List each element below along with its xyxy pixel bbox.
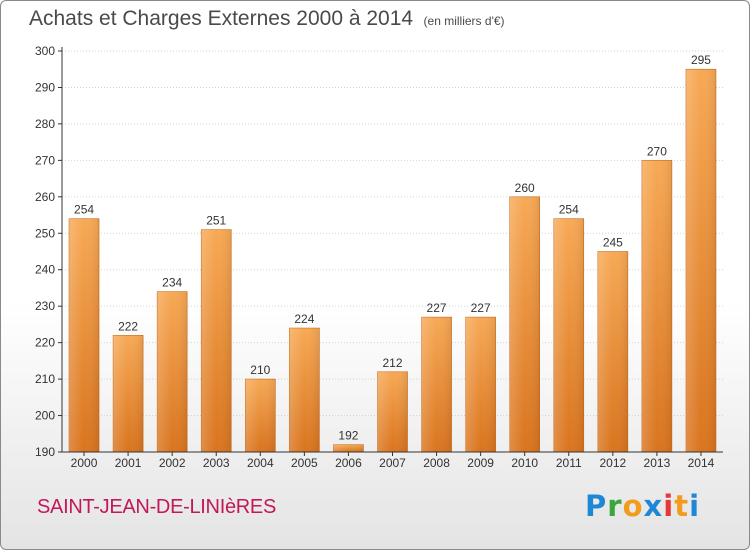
bar-value-label: 212 xyxy=(382,356,402,370)
y-tick-label: 300 xyxy=(35,44,55,58)
x-tick-label: 2013 xyxy=(644,456,671,470)
bar-shade xyxy=(113,335,144,452)
x-tick-label: 2006 xyxy=(335,456,362,470)
y-tick-label: 290 xyxy=(35,80,55,94)
bar-shade xyxy=(509,196,540,452)
logo-letter: o xyxy=(622,489,644,523)
bar-value-label: 227 xyxy=(471,301,491,315)
x-tick-label: 2005 xyxy=(291,456,318,470)
x-tick-label: 2011 xyxy=(556,456,582,470)
bar-shade xyxy=(157,291,188,452)
x-tick-label: 2008 xyxy=(423,456,450,470)
x-tick-label: 2010 xyxy=(511,456,538,470)
bar-shade xyxy=(333,444,364,452)
bar-shade xyxy=(245,379,276,452)
x-tick-label: 2001 xyxy=(115,456,142,470)
bar-shade xyxy=(69,218,100,452)
y-tick-label: 260 xyxy=(35,190,55,204)
bar-value-label: 224 xyxy=(294,312,314,326)
bar-value-label: 260 xyxy=(515,181,535,195)
bar-shade xyxy=(421,317,452,452)
x-tick-label: 2004 xyxy=(247,456,274,470)
logo-letter: x xyxy=(643,489,664,523)
y-tick-label: 210 xyxy=(35,372,55,386)
y-tick-label: 220 xyxy=(35,336,55,350)
bar-layer: 254 222 234 251 210 224 192 212 227 227 260 254 245 2… xyxy=(68,53,717,453)
x-tick-label: 2002 xyxy=(159,456,186,470)
bar-shade xyxy=(597,251,628,452)
chart-title-block: Achats et Charges Externes 2000 à 2014 (… xyxy=(29,7,505,31)
logo-letter: i xyxy=(663,489,675,523)
bar-value-label: 192 xyxy=(338,429,358,443)
x-tick-label: 2012 xyxy=(599,456,626,470)
x-tick-label: 2009 xyxy=(467,456,494,470)
y-tick-label: 200 xyxy=(35,409,55,423)
axis-layer: 190 200 210 220 230 240 250 260 270 280 290 300 2000… xyxy=(35,44,723,470)
proxiti-logo: Proxiti xyxy=(585,489,700,523)
y-tick-label: 240 xyxy=(35,263,55,277)
bar-value-label: 210 xyxy=(250,363,270,377)
commune-name: SAINT-JEAN-DE-LINIèRES xyxy=(37,496,277,518)
y-tick-label: 230 xyxy=(35,299,55,313)
logo-letter: P xyxy=(585,489,608,523)
bar-value-label: 270 xyxy=(647,144,667,158)
logo-letter: t xyxy=(674,489,690,523)
bar-value-label: 234 xyxy=(162,276,182,290)
bar-value-label: 245 xyxy=(603,236,623,250)
bar-shade xyxy=(377,371,408,452)
bar-value-label: 227 xyxy=(427,301,447,315)
y-tick-label: 250 xyxy=(35,226,55,240)
bar-value-label: 254 xyxy=(559,203,579,217)
bar-value-label: 254 xyxy=(74,203,94,217)
y-tick-label: 190 xyxy=(35,445,55,459)
bar-shade xyxy=(641,160,672,452)
x-tick-label: 2000 xyxy=(71,456,98,470)
bar-value-label: 222 xyxy=(118,319,138,333)
bar-shade xyxy=(465,317,496,452)
bar-shade xyxy=(553,218,584,452)
bar-shade xyxy=(201,229,232,452)
chart-subtitle: (en milliers d'€) xyxy=(423,14,505,28)
bar-value-label: 251 xyxy=(206,214,226,228)
x-tick-label: 2007 xyxy=(379,456,406,470)
bar-shade xyxy=(289,328,320,452)
x-tick-label: 2003 xyxy=(203,456,230,470)
chart-title: Achats et Charges Externes 2000 à 2014 xyxy=(29,7,414,30)
x-tick-label: 2014 xyxy=(688,456,715,470)
bar-shade xyxy=(685,69,716,453)
logo-letter: r xyxy=(607,489,623,523)
y-tick-label: 270 xyxy=(35,153,55,167)
logo-letter: i xyxy=(689,489,701,523)
bar-value-label: 295 xyxy=(691,53,711,67)
y-tick-label: 280 xyxy=(35,117,55,131)
